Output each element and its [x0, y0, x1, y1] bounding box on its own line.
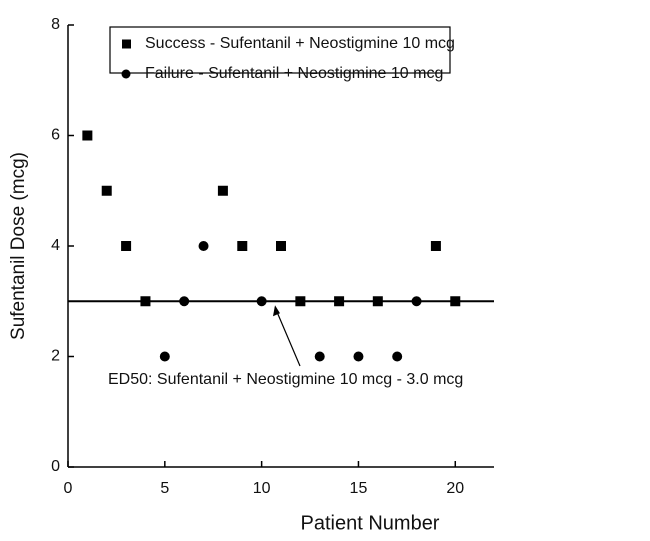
legend-label: Success - Sufentanil + Neostigmine 10 mc… [145, 35, 455, 52]
x-tick-label: 0 [64, 480, 73, 497]
square-marker [372, 296, 383, 307]
y-tick-label: 4 [51, 237, 60, 254]
annotation-arrow [274, 307, 301, 367]
y-tick-label: 0 [51, 458, 60, 475]
circle-marker [198, 241, 209, 251]
legend-marker [122, 39, 131, 49]
circle-marker [314, 351, 325, 362]
circle-marker [159, 351, 170, 362]
y-tick-label: 8 [51, 16, 60, 33]
x-tick-label: 10 [253, 480, 271, 497]
y-tick-label: 2 [51, 348, 60, 365]
legend-marker [121, 69, 131, 79]
x-tick-label: 5 [160, 480, 169, 497]
square-marker [430, 241, 441, 251]
circle-marker [411, 296, 422, 307]
x-tick-label: 15 [350, 480, 368, 497]
y-tick-label: 6 [51, 127, 60, 144]
square-marker [217, 185, 228, 196]
square-marker [295, 296, 306, 307]
arrow-head [273, 305, 280, 317]
square-marker [276, 241, 286, 251]
square-marker [450, 296, 461, 307]
circle-marker [179, 296, 190, 307]
square-marker [121, 241, 132, 251]
circle-marker [256, 296, 267, 307]
y-axis-label: Sufentanil Dose (mcg) [8, 152, 29, 340]
square-marker [101, 185, 112, 196]
square-marker [82, 130, 93, 141]
square-marker [334, 296, 345, 307]
circle-marker [353, 351, 364, 362]
square-marker [237, 241, 248, 251]
x-tick-label: 20 [446, 480, 464, 497]
legend-label: Failure - Sufentanil + Neostigmine 10 mc… [145, 65, 443, 82]
x-axis-label: Patient Number [301, 512, 440, 534]
annotation: ED50: Sufentanil + Neostigmine 10 mcg - … [108, 371, 463, 388]
circle-marker [392, 351, 403, 362]
square-marker [140, 296, 151, 307]
legend-box [109, 26, 451, 74]
